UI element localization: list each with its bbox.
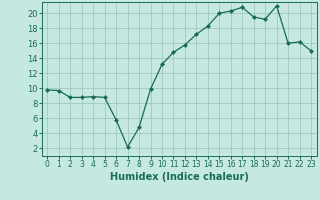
X-axis label: Humidex (Indice chaleur): Humidex (Indice chaleur) bbox=[110, 172, 249, 182]
